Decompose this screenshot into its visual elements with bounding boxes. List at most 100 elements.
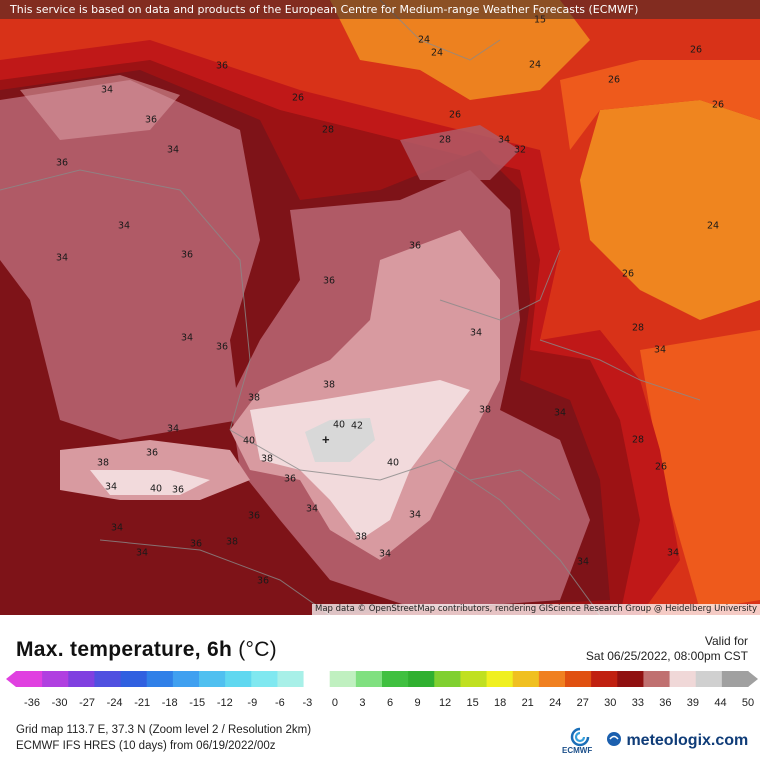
scale-tick-label: 27 (576, 697, 589, 709)
scale-swatch (486, 671, 514, 687)
scale-swatch (199, 671, 226, 687)
isotherm-label: 28 (438, 134, 452, 146)
isotherm-label: 36 (171, 484, 185, 496)
scale-tick-label: 18 (494, 697, 507, 709)
isotherm-label: 38 (322, 379, 336, 391)
scale-tick-label: 6 (386, 697, 394, 709)
scale-swatch (434, 671, 461, 687)
field-east-24 (580, 100, 760, 320)
isotherm-label: 24 (706, 220, 720, 232)
scale-swatch (721, 671, 749, 687)
scale-swatch (120, 671, 148, 687)
location-marker[interactable]: + (322, 432, 330, 447)
province-border-6 (469, 469, 561, 501)
scale-tick-label: -12 (216, 697, 233, 709)
isotherm-label: 34 (100, 84, 114, 96)
scale-swatch (695, 671, 723, 687)
scale-tick-label: 3 (359, 697, 366, 709)
isotherm-label: 36 (408, 240, 422, 252)
scale-tick-label: 21 (521, 697, 534, 709)
field-se-26 (640, 330, 760, 610)
scale-tick-label: 12 (438, 697, 452, 709)
scale-tick-label: -6 (274, 697, 285, 709)
isotherm-label: 34 (166, 423, 180, 435)
field-northwest-36 (20, 75, 180, 140)
isotherm-label: 32 (513, 144, 527, 156)
isotherm-label: 36 (283, 473, 297, 485)
isotherm-label: 34 (408, 509, 422, 521)
color-scale-bar (6, 671, 758, 687)
scale-swatch (172, 671, 200, 687)
isotherm-label: 34 (166, 144, 180, 156)
isotherm-label: 34 (180, 332, 194, 344)
isotherm-label: 26 (448, 109, 462, 121)
grid-info: Grid map 113.7 E, 37.3 N (Zoom level 2 /… (16, 724, 312, 736)
meteologix-brand[interactable]: meteologix.com (606, 731, 748, 750)
isotherm-label: 36 (256, 575, 270, 587)
scale-swatch (382, 671, 409, 687)
scale-tick-label: 30 (604, 697, 617, 709)
title-text: Max. temperature, 6h (16, 638, 233, 661)
isotherm-label: 38 (96, 457, 110, 469)
scale-swatch (42, 671, 69, 687)
isotherm-label: 36 (189, 538, 203, 550)
province-border-2 (229, 429, 601, 615)
scale-tick-label: 44 (714, 697, 727, 709)
scale-arrow-min (6, 671, 16, 687)
isotherm-label: 34 (469, 327, 483, 339)
ecmwf-wordmark: ECMWF (562, 746, 593, 755)
isotherm-label: 34 (666, 547, 680, 559)
model-info: ECMWF IFS HRES (10 days) from 06/19/2022… (16, 740, 276, 752)
scale-swatch (303, 671, 331, 687)
isotherm-label: 38 (247, 392, 261, 404)
isotherm-label: 42 (350, 420, 364, 432)
scale-arrow-max (748, 671, 758, 687)
scale-tick-label: -24 (106, 697, 123, 709)
isotherm-label: 40 (242, 435, 256, 447)
scale-swatch (565, 671, 592, 687)
isotherm-label: 26 (291, 92, 305, 104)
scale-swatch (591, 671, 618, 687)
field-40 (250, 380, 470, 540)
isotherm-label: 38 (354, 531, 368, 543)
ecmwf-disclaimer: This service is based on data and produc… (0, 0, 760, 19)
scale-swatch (538, 671, 566, 687)
temperature-map[interactable]: 15 24 24 24 26 26 26 26 36 34 36 34 36 34 36 36 34 36 36 34… (0, 0, 760, 615)
isotherm-label: 24 (430, 47, 444, 59)
map-attribution[interactable]: Map data © OpenStreetMap contributors, r… (312, 604, 760, 615)
scale-tick-label: -30 (51, 697, 68, 709)
isotherm-label: 34 (305, 503, 319, 515)
scale-tick-label: 39 (686, 697, 700, 709)
field-north-36 (400, 125, 520, 180)
isotherm-label: 34 (653, 344, 667, 356)
field-east-26 (560, 60, 760, 150)
isotherm-label: 36 (145, 447, 159, 459)
scale-tick-label: -36 (24, 697, 40, 709)
scale-tick-label: -21 (134, 697, 151, 709)
isotherm-label: 15 (533, 14, 547, 26)
isotherm-label: 26 (621, 268, 635, 280)
isotherm-label: 34 (576, 556, 590, 568)
province-border-5 (99, 539, 331, 615)
legend-footer (0, 615, 760, 760)
valid-datetime: Sat 06/25/2022, 08:00pm CST (585, 649, 748, 663)
isotherm-label: 24 (528, 59, 542, 71)
scale-tick-label: 15 (466, 697, 479, 709)
isotherm-label: 36 (322, 275, 336, 287)
isotherm-label: 36 (247, 510, 261, 522)
ecmwf-logo: ECMWF (560, 726, 600, 756)
scale-tick-label: -27 (79, 697, 96, 709)
isotherm-label: 24 (417, 34, 431, 46)
ecmwf-swirl-icon (570, 727, 590, 747)
isotherm-label: 36 (144, 114, 158, 126)
province-border-3 (439, 249, 561, 321)
province-border-4 (539, 339, 701, 401)
brand-text: meteologix.com (626, 732, 749, 749)
scale-swatch (146, 671, 174, 687)
isotherm-label: 28 (631, 322, 645, 334)
scale-swatch (251, 671, 278, 687)
isotherm-label: 40 (332, 419, 346, 431)
isotherm-label: 40 (386, 457, 400, 469)
isotherm-label: 34 (55, 252, 69, 264)
isotherm-label: 34 (110, 522, 124, 534)
